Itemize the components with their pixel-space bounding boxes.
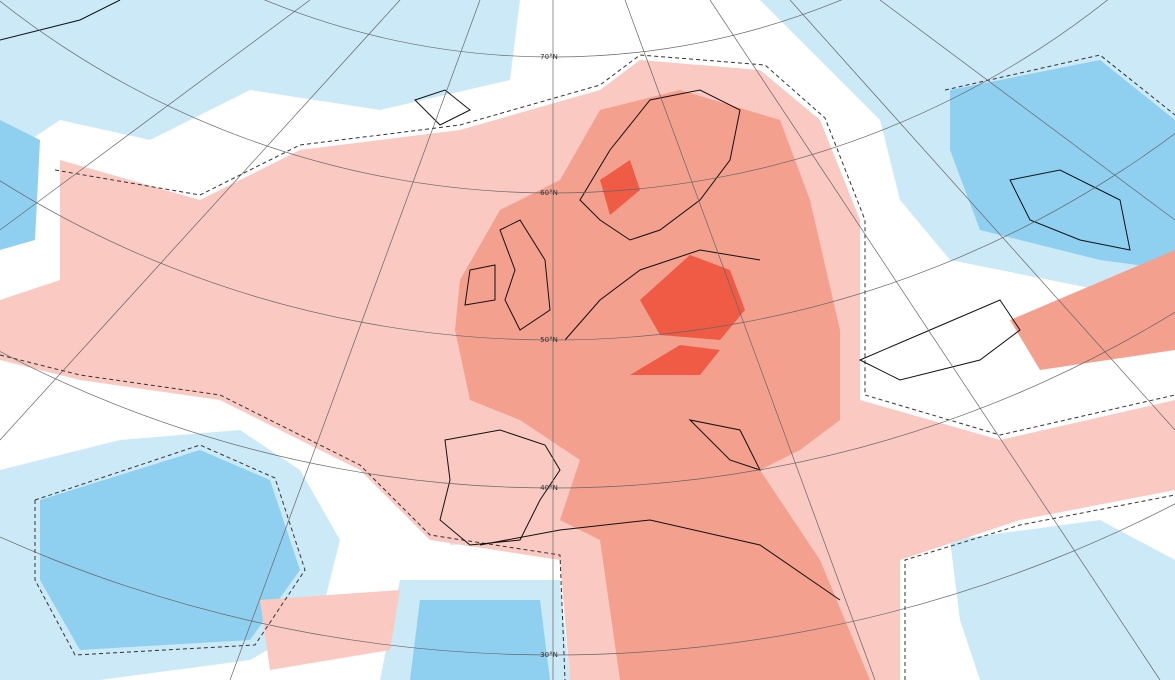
map-shape <box>944 54 1175 116</box>
map-shape <box>709 0 1161 680</box>
map-shape <box>1009 169 1131 251</box>
map-shape <box>439 429 561 546</box>
map-shape <box>904 494 1175 680</box>
map-shape <box>0 0 520 160</box>
coastlines <box>0 0 1131 601</box>
latitude-label: 70°N <box>540 53 558 61</box>
map-shape <box>950 520 1175 680</box>
latitude-labels: 70°N 60°N 50°N 40°N 30°N <box>540 53 558 659</box>
map-shape <box>600 160 640 215</box>
map-shape <box>479 519 841 601</box>
map-shape <box>499 219 551 331</box>
latitude-label: 50°N <box>540 336 558 344</box>
map-shape <box>410 600 550 680</box>
map-shape <box>789 0 1175 431</box>
map-shape <box>1010 250 1175 370</box>
map-shape <box>0 354 566 680</box>
map-shape <box>640 255 745 340</box>
map-shape <box>34 444 306 656</box>
map-shape <box>414 89 471 126</box>
latitude-label: 40°N <box>540 484 558 492</box>
latitude-label: 60°N <box>540 189 558 197</box>
map-shape <box>455 90 870 680</box>
map-shape <box>879 0 1175 221</box>
latitude-label: 30°N <box>540 651 558 659</box>
map-shape <box>950 60 1175 270</box>
map-shape <box>0 0 121 41</box>
map-shape <box>630 345 720 375</box>
map-shape <box>229 0 481 680</box>
map-shape <box>579 89 741 241</box>
light-red-area <box>260 590 400 670</box>
red-areas <box>455 90 1175 680</box>
map-shape <box>0 120 40 250</box>
contours <box>0 54 1175 680</box>
map-shape <box>0 0 401 441</box>
map-shape <box>564 249 761 341</box>
map-shape <box>54 54 1175 436</box>
map-shape <box>0 0 311 231</box>
map-shape <box>858 299 1021 381</box>
map-shape <box>40 450 300 650</box>
map-shape <box>464 264 496 306</box>
map-shape <box>624 0 876 680</box>
blue-areas <box>0 60 1175 680</box>
dark-red-areas <box>600 160 745 375</box>
